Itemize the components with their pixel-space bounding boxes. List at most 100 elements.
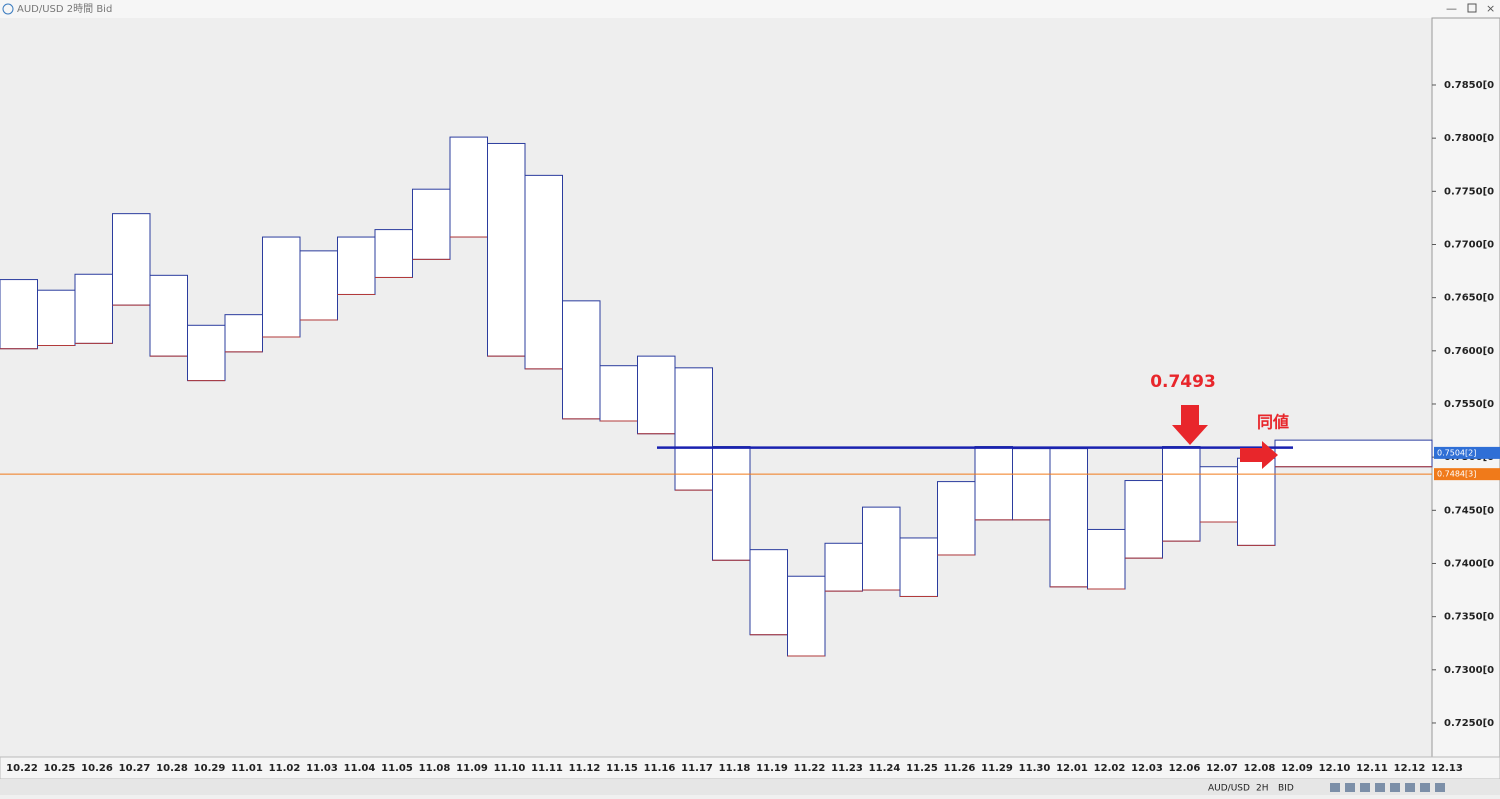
- x-tick-label: 11.03: [306, 763, 338, 774]
- tool-icon[interactable]: [1375, 783, 1385, 792]
- tool-icon[interactable]: [1360, 783, 1370, 792]
- day-range-box: [524, 174, 563, 370]
- plot-area: [0, 18, 1432, 757]
- day-range-box: [299, 250, 338, 321]
- x-tick-label: 10.26: [81, 763, 113, 774]
- x-tick-label: 11.16: [644, 763, 676, 774]
- y-tick-label: 0.7300[0: [1444, 665, 1494, 676]
- y-tick-label: 0.7700[0: [1444, 239, 1494, 250]
- close-button[interactable]: ×: [1486, 2, 1495, 15]
- day-range-box: [74, 273, 113, 344]
- down-arrow: [1172, 405, 1208, 445]
- day-range-box: [749, 549, 788, 636]
- price-axis: [1431, 17, 1500, 758]
- annotation-price: 0.7493: [1150, 372, 1216, 392]
- x-tick-label: 11.04: [344, 763, 376, 774]
- x-tick-label: 11.25: [906, 763, 938, 774]
- x-tick-label: 12.07: [1206, 763, 1238, 774]
- day-range-box: [562, 300, 601, 420]
- y-tick-label: 0.7450[0: [1444, 505, 1494, 516]
- x-tick-label: 12.02: [1094, 763, 1126, 774]
- tool-icon[interactable]: [1345, 783, 1355, 792]
- y-tick-label: 0.7600[0: [1444, 346, 1494, 357]
- x-tick-label: 11.29: [981, 763, 1013, 774]
- symbol-select[interactable]: AUD/USD: [1208, 784, 1250, 794]
- y-tick-label: 0.7400[0: [1444, 558, 1494, 569]
- day-range-box: [149, 274, 188, 357]
- x-tick-label: 10.28: [156, 763, 188, 774]
- chart: 0.7850[0 0.7800[0 0.7750[0 0.7700[0 0.7650[0…: [0, 80, 1500, 774]
- y-tick-label: 0.7550[0: [1444, 399, 1494, 410]
- day-range-box: [37, 289, 76, 346]
- x-tick-label: 10.27: [119, 763, 151, 774]
- tool-icon[interactable]: [1330, 783, 1340, 792]
- x-tick-label: 11.01: [231, 763, 263, 774]
- day-range-box: [1162, 446, 1201, 542]
- day-range-box: [599, 365, 638, 422]
- x-tick-label: 11.17: [681, 763, 713, 774]
- day-range-box: [1124, 480, 1163, 559]
- x-tick-label: 11.30: [1019, 763, 1051, 774]
- toolbar-icons: [1330, 783, 1445, 792]
- day-range-box: [187, 324, 226, 382]
- day-range-box: [262, 236, 301, 338]
- x-tick-label: 12.12: [1394, 763, 1426, 774]
- day-range-box: [937, 481, 976, 556]
- y-tick-label: 0.7750[0: [1444, 186, 1494, 197]
- ask-tag: [1434, 446, 1500, 459]
- x-tick-label: 11.26: [944, 763, 976, 774]
- x-tick-label: 10.25: [44, 763, 76, 774]
- day-range-box: [374, 229, 413, 278]
- title-bar: [0, 0, 1500, 18]
- tool-icon[interactable]: [1435, 783, 1445, 792]
- x-tick-label: 11.12: [569, 763, 601, 774]
- day-range-box: [224, 314, 263, 353]
- x-tick-label: 11.23: [831, 763, 863, 774]
- x-tick-label: 11.24: [869, 763, 901, 774]
- window-title: AUD/USD 2時間 Bid: [17, 3, 112, 15]
- day-range-box: [412, 188, 451, 260]
- day-range-box: [1199, 466, 1238, 523]
- right-arrow: [1240, 441, 1278, 469]
- day-range-box: [337, 236, 376, 295]
- tool-icon[interactable]: [1405, 783, 1415, 792]
- x-tick-label: 11.05: [381, 763, 413, 774]
- tool-icon[interactable]: [1390, 783, 1400, 792]
- timeframe-select[interactable]: 2H: [1256, 784, 1269, 794]
- y-tick-label: 0.7250[0: [1444, 718, 1494, 729]
- day-range-box: [674, 367, 713, 491]
- day-range-box: [862, 506, 901, 591]
- day-range-box: [787, 575, 826, 657]
- day-range-box: [1012, 448, 1051, 521]
- x-tick-label: 10.29: [194, 763, 226, 774]
- day-range-box: [1049, 448, 1088, 588]
- ask-tag-label: 0.7504[2]: [1437, 448, 1476, 457]
- x-tick-label: 12.09: [1281, 763, 1313, 774]
- day-range-box: [449, 136, 488, 238]
- day-range-box: [824, 542, 863, 592]
- x-tick-label: 11.02: [269, 763, 301, 774]
- x-tick-label: 12.03: [1131, 763, 1163, 774]
- x-tick-label: 12.13: [1431, 763, 1463, 774]
- y-tick-label: 0.7850[0: [1444, 80, 1494, 91]
- status-bar: [0, 779, 1500, 795]
- maximize-button[interactable]: [1467, 3, 1477, 13]
- x-tick-label: 12.10: [1319, 763, 1351, 774]
- x-tick-label: 11.09: [456, 763, 488, 774]
- y-tick-label: 0.7650[0: [1444, 293, 1494, 304]
- price-type-select[interactable]: BID: [1278, 784, 1294, 794]
- x-tick-label: 11.19: [756, 763, 788, 774]
- day-range-box: [1274, 439, 1433, 468]
- day-range-box: [1087, 528, 1126, 590]
- app-icon: [2, 3, 14, 15]
- tool-icon[interactable]: [1420, 783, 1430, 792]
- x-tick-label: 11.22: [794, 763, 826, 774]
- day-range-box: [487, 142, 526, 357]
- day-range-box: [112, 213, 151, 306]
- x-tick-label: 12.11: [1356, 763, 1388, 774]
- x-tick-label: 11.11: [531, 763, 563, 774]
- y-tick-label: 0.7800[0: [1444, 133, 1494, 144]
- day-range-box: [899, 537, 938, 597]
- minimize-button[interactable]: —: [1446, 2, 1457, 15]
